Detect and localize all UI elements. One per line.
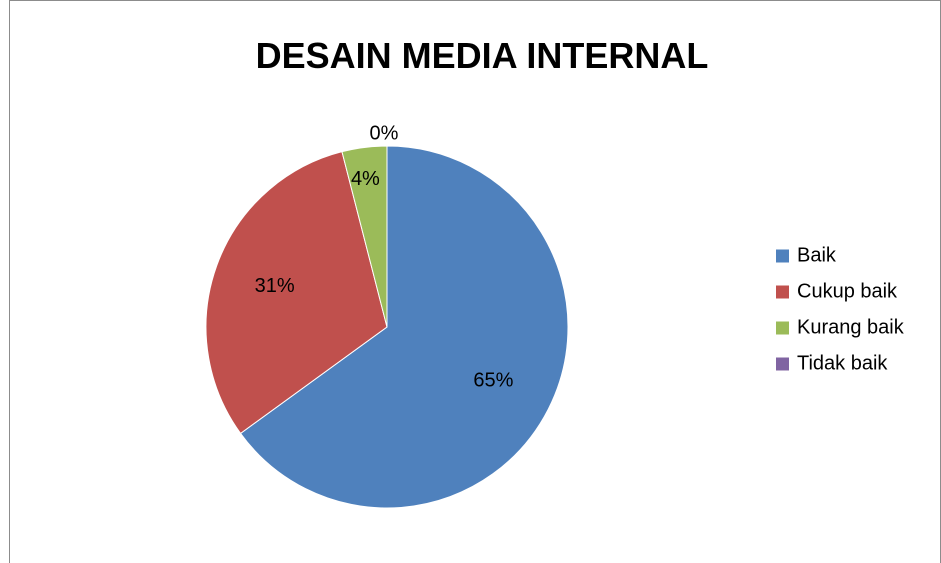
legend-item-kurang-baik: Kurang baik (776, 316, 905, 338)
legend-item-cukup-baik: Cukup baik (776, 280, 898, 302)
legend-label-kurang-baik: Kurang baik (797, 316, 905, 338)
legend: Baik Cukup baik Kurang baik Tidak baik (776, 244, 905, 374)
data-label-cukup-baik: 31% (255, 275, 295, 297)
pie-slices (205, 145, 569, 509)
legend-swatch-cukup-baik (776, 285, 789, 299)
data-label-kurang-baik: 4% (351, 168, 380, 190)
legend-label-tidak-baik: Tidak baik (797, 352, 888, 374)
data-label-tidak-baik: 0% (370, 122, 399, 144)
legend-swatch-kurang-baik (776, 321, 789, 335)
legend-item-baik: Baik (776, 244, 837, 266)
legend-item-tidak-baik: Tidak baik (776, 352, 888, 374)
chart-title: DESAIN MEDIA INTERNAL (256, 35, 709, 76)
legend-label-cukup-baik: Cukup baik (797, 280, 898, 302)
legend-swatch-baik (776, 249, 789, 263)
pie-slice-baik (239, 145, 569, 509)
legend-swatch-tidak-baik (776, 357, 789, 371)
pie-slice-cukup-baik (205, 151, 388, 435)
legend-label-baik: Baik (797, 244, 837, 266)
slice-labels: 65% 31% 4% 0% (255, 122, 514, 391)
pie-slice-kurang-baik (341, 145, 388, 328)
data-label-baik: 65% (473, 369, 513, 391)
